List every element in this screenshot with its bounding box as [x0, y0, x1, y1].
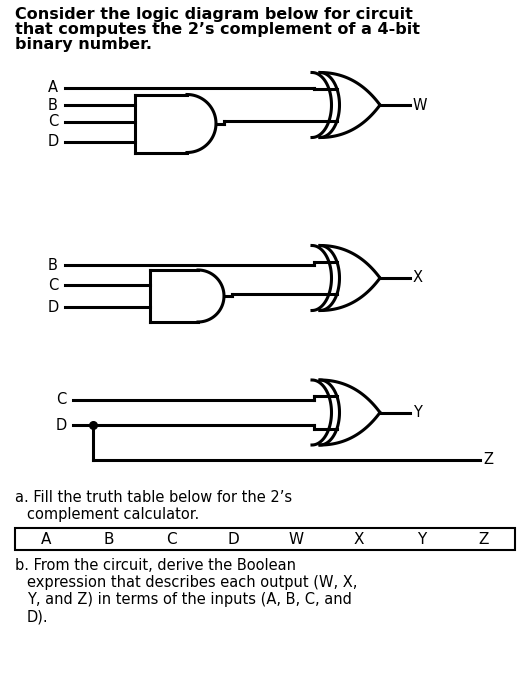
Text: C: C: [48, 277, 58, 293]
FancyBboxPatch shape: [15, 528, 515, 550]
Text: A: A: [48, 80, 58, 95]
Text: Consider the logic diagram below for circuit: Consider the logic diagram below for cir…: [15, 7, 413, 22]
Text: W: W: [413, 97, 428, 113]
Text: C: C: [166, 531, 177, 547]
Text: Y: Y: [417, 531, 426, 547]
Text: B: B: [48, 258, 58, 272]
Text: that computes the 2’s complement of a 4-bit: that computes the 2’s complement of a 4-…: [15, 22, 420, 37]
Text: B: B: [48, 97, 58, 113]
Text: expression that describes each output (W, X,: expression that describes each output (W…: [27, 575, 358, 590]
Text: D: D: [47, 300, 59, 314]
Text: D: D: [47, 134, 59, 150]
Text: B: B: [104, 531, 114, 547]
Text: C: C: [56, 393, 66, 407]
Text: X: X: [353, 531, 364, 547]
Text: Y: Y: [413, 405, 422, 420]
Text: A: A: [41, 531, 52, 547]
Text: complement calculator.: complement calculator.: [27, 507, 200, 522]
Text: a. Fill the truth table below for the 2’s: a. Fill the truth table below for the 2’…: [15, 490, 292, 505]
Text: Z: Z: [479, 531, 489, 547]
Text: D: D: [55, 417, 66, 433]
Text: W: W: [289, 531, 304, 547]
Text: X: X: [413, 270, 423, 286]
Text: C: C: [48, 115, 58, 130]
Text: D).: D).: [27, 609, 48, 624]
Text: binary number.: binary number.: [15, 37, 152, 52]
Text: Z: Z: [483, 452, 493, 468]
Text: b. From the circuit, derive the Boolean: b. From the circuit, derive the Boolean: [15, 558, 296, 573]
Text: Y, and Z) in terms of the inputs (A, B, C, and: Y, and Z) in terms of the inputs (A, B, …: [27, 592, 352, 607]
Text: D: D: [228, 531, 239, 547]
